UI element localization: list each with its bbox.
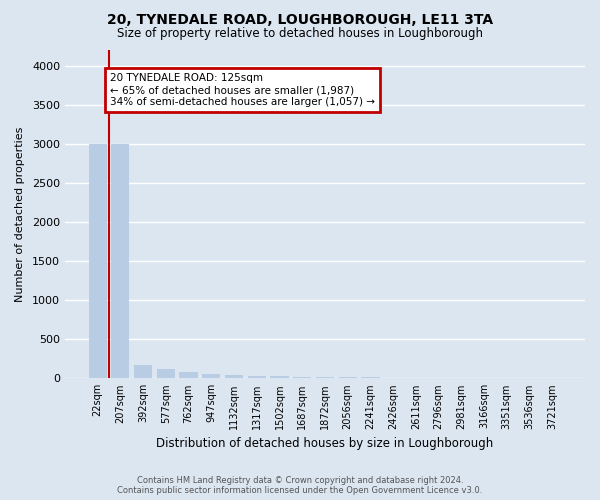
Bar <box>112 144 130 378</box>
Bar <box>202 374 220 378</box>
Bar <box>157 369 175 378</box>
X-axis label: Distribution of detached houses by size in Loughborough: Distribution of detached houses by size … <box>157 437 494 450</box>
Bar <box>89 144 107 378</box>
Bar <box>179 372 197 378</box>
Text: 20 TYNEDALE ROAD: 125sqm
← 65% of detached houses are smaller (1,987)
34% of sem: 20 TYNEDALE ROAD: 125sqm ← 65% of detach… <box>110 74 375 106</box>
Text: Contains HM Land Registry data © Crown copyright and database right 2024.
Contai: Contains HM Land Registry data © Crown c… <box>118 476 482 495</box>
Bar <box>225 375 243 378</box>
Bar <box>316 377 334 378</box>
Bar <box>248 376 266 378</box>
Bar <box>338 377 357 378</box>
Y-axis label: Number of detached properties: Number of detached properties <box>15 126 25 302</box>
Bar <box>271 376 289 378</box>
Bar <box>134 365 152 378</box>
Text: 20, TYNEDALE ROAD, LOUGHBOROUGH, LE11 3TA: 20, TYNEDALE ROAD, LOUGHBOROUGH, LE11 3T… <box>107 12 493 26</box>
Text: Size of property relative to detached houses in Loughborough: Size of property relative to detached ho… <box>117 28 483 40</box>
Bar <box>293 376 311 378</box>
